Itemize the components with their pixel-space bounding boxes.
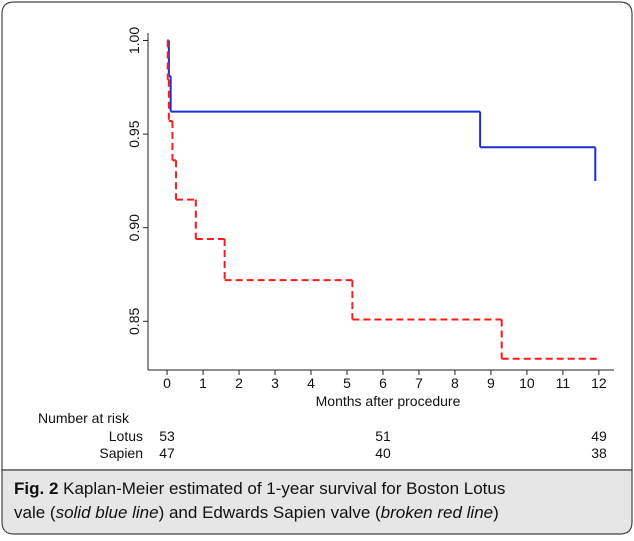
caption-text: ) (493, 503, 499, 522)
caption-text: ) and Edwards Sapien valve ( (159, 503, 381, 522)
risk-value: 47 (159, 445, 175, 461)
caption-text: vale ( (14, 503, 56, 522)
x-tick-label: 11 (556, 375, 571, 391)
x-tick-label: 8 (451, 375, 459, 391)
x-tick-label: 5 (343, 375, 351, 391)
risk-value: 40 (375, 445, 391, 461)
caption-text: broken red line (381, 503, 493, 522)
caption-text: solid blue line (56, 503, 159, 522)
x-axis-label: Months after procedure (316, 393, 461, 409)
x-tick-label: 2 (235, 375, 243, 391)
risk-row-name: Sapien (99, 445, 143, 461)
caption-box (1, 469, 633, 535)
risk-value: 53 (159, 428, 175, 444)
x-tick-label: 3 (271, 375, 279, 391)
y-tick-label: 0.90 (126, 214, 142, 241)
y-tick-label: 0.95 (126, 120, 142, 147)
x-tick-label: 10 (519, 375, 535, 391)
caption-text: Kaplan-Meier estimated of 1-year surviva… (58, 479, 505, 498)
caption-line: vale (solid blue line) and Edwards Sapie… (14, 503, 499, 522)
x-tick-label: 12 (591, 375, 607, 391)
caption-label: Fig. 2 (14, 479, 58, 498)
risk-value: 51 (375, 428, 391, 444)
risk-title: Number at risk (38, 410, 130, 426)
x-tick-label: 1 (199, 375, 207, 391)
x-tick-label: 9 (487, 375, 495, 391)
risk-value: 38 (591, 445, 607, 461)
x-tick-label: 7 (415, 375, 423, 391)
risk-value: 49 (591, 428, 607, 444)
risk-row-name: Lotus (109, 428, 143, 444)
x-tick-label: 0 (163, 375, 171, 391)
x-tick-label: 6 (379, 375, 387, 391)
y-tick-label: 1.00 (126, 27, 142, 54)
y-tick-label: 0.85 (126, 307, 142, 334)
x-tick-label: 4 (307, 375, 315, 391)
caption-line: Fig. 2 Kaplan-Meier estimated of 1-year … (14, 479, 505, 498)
